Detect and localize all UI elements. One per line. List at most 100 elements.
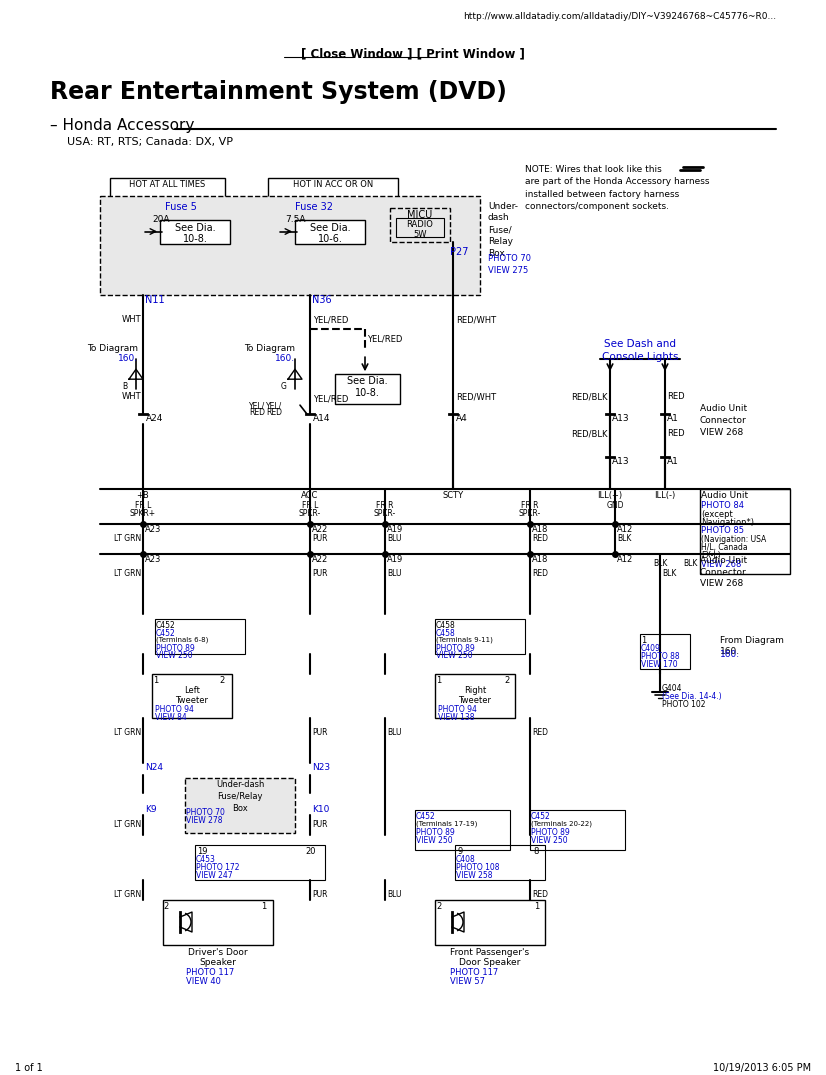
Text: PHOTO 94: PHOTO 94 [438,705,477,715]
Text: Navigation*): Navigation*) [701,518,754,527]
Text: From Diagram
160.: From Diagram 160. [720,635,784,657]
Text: 9: 9 [457,847,463,856]
Bar [110,177,225,198]
Bar [530,811,625,850]
Text: C452: C452 [416,813,436,821]
Text: N24: N24 [145,763,163,772]
Text: RED: RED [532,890,548,899]
Text: K10: K10 [312,805,330,814]
Text: 1: 1 [436,675,441,685]
Text: PHOTO 94: PHOTO 94 [155,705,194,715]
Text: ILL(+): ILL(+) [597,491,623,500]
Bar [100,196,480,296]
Text: To Diagram: To Diagram [87,344,138,354]
Text: PHOTO 88: PHOTO 88 [641,651,680,661]
Bar [700,489,790,574]
Text: [ Close Window ] [ Print Window ]: [ Close Window ] [ Print Window ] [301,48,525,61]
Text: EX-L): EX-L) [701,550,720,560]
Text: A13: A13 [612,414,629,424]
Text: RED: RED [532,729,548,737]
Text: C453: C453 [196,856,216,864]
Text: C409: C409 [641,644,661,653]
Text: N36: N36 [312,296,331,305]
Bar [335,374,400,404]
Text: A24: A24 [146,414,164,424]
Text: A22: A22 [312,525,328,534]
Text: GND: GND [606,501,624,510]
Text: 1 of 1: 1 of 1 [15,1063,43,1073]
Text: Tweeter: Tweeter [175,696,208,704]
Text: YEL/RED: YEL/RED [367,334,402,343]
Text: A13: A13 [612,457,629,467]
Text: C408: C408 [456,856,476,864]
Bar [435,619,525,654]
Text: BLU: BLU [387,729,401,737]
Bar [435,900,545,945]
Text: PHOTO 172: PHOTO 172 [196,863,240,872]
Text: Under-dash
Fuse/Relay
Box: Under-dash Fuse/Relay Box [216,780,264,813]
Text: Front Passenger's: Front Passenger's [450,948,529,957]
Text: LT GRN: LT GRN [114,890,141,899]
Text: RED: RED [532,569,548,577]
Text: PHOTO 117: PHOTO 117 [186,968,235,977]
Text: PHOTO 85: PHOTO 85 [701,526,744,535]
Text: 20: 20 [306,847,316,856]
Text: To Diagram: To Diagram [244,344,295,354]
Text: 1: 1 [261,902,266,912]
Text: Audio Unit: Audio Unit [701,491,748,500]
Bar [390,207,450,243]
Text: 2: 2 [220,675,225,685]
Text: YEL/RED: YEL/RED [313,395,349,403]
Text: (Navigation: USA: (Navigation: USA [701,535,767,544]
Text: (Terminals 17-19): (Terminals 17-19) [416,820,477,827]
Text: Driver's Door: Driver's Door [188,948,248,957]
Text: VIEW 138: VIEW 138 [438,714,474,722]
Text: G404: G404 [662,684,682,692]
Text: VIEW 268: VIEW 268 [701,560,742,569]
Text: A14: A14 [313,414,330,424]
Text: 1: 1 [534,902,539,912]
Text: VIEW 247: VIEW 247 [196,871,233,880]
Text: Right: Right [464,686,487,694]
Text: A23: A23 [145,555,161,563]
Bar [435,674,515,718]
Text: PHOTO 117: PHOTO 117 [450,968,498,977]
Text: VIEW 250: VIEW 250 [531,836,567,845]
Text: Under-
dash
Fuse/
Relay
Box: Under- dash Fuse/ Relay Box [488,202,518,258]
Text: 160.: 160. [118,355,138,363]
Text: (except: (except [701,510,733,519]
Text: PHOTO 89: PHOTO 89 [436,644,475,653]
Text: RED/WHT: RED/WHT [456,315,496,325]
Text: SPKR-: SPKR- [374,508,396,518]
Text: Door Speaker: Door Speaker [459,958,520,966]
Text: Audio Unit
Connector
VIEW 268: Audio Unit Connector VIEW 268 [700,404,748,436]
Text: VIEW 40: VIEW 40 [186,977,221,986]
Text: Fuse 5: Fuse 5 [165,202,197,212]
Text: C458: C458 [436,629,456,637]
Bar [415,811,510,850]
Text: G: G [281,383,287,391]
Text: PHOTO 70: PHOTO 70 [186,808,225,817]
Text: BLU: BLU [387,534,401,543]
Bar [155,619,245,654]
Text: HOT AT ALL TIMES: HOT AT ALL TIMES [130,180,206,188]
Text: NOTE: Wires that look like this
are part of the Honda Accessory harness
installe: NOTE: Wires that look like this are part… [525,164,710,211]
Text: SCTY: SCTY [443,491,463,500]
Text: (Terminals 6-8): (Terminals 6-8) [156,636,208,643]
Text: B: B [122,383,127,391]
Text: FR L: FR L [301,501,318,510]
Text: BLK: BLK [683,559,697,568]
Text: Audio Unit
Connector
VIEW 268: Audio Unit Connector VIEW 268 [700,556,748,588]
Text: P27: P27 [450,247,468,258]
Text: YEL/: YEL/ [249,401,265,411]
Text: VIEW 250: VIEW 250 [416,836,453,845]
Text: VIEW 278: VIEW 278 [186,816,222,826]
Text: LT GRN: LT GRN [114,729,141,737]
Text: PHOTO 108: PHOTO 108 [456,863,500,872]
Text: See Dash and
Console Lights: See Dash and Console Lights [602,340,678,362]
Text: (Terminals 9-11): (Terminals 9-11) [436,636,493,643]
Text: YEL/RED: YEL/RED [313,315,349,325]
Text: RED: RED [667,429,685,439]
Text: RADIO
5W: RADIO 5W [406,219,434,239]
Bar [185,778,295,833]
